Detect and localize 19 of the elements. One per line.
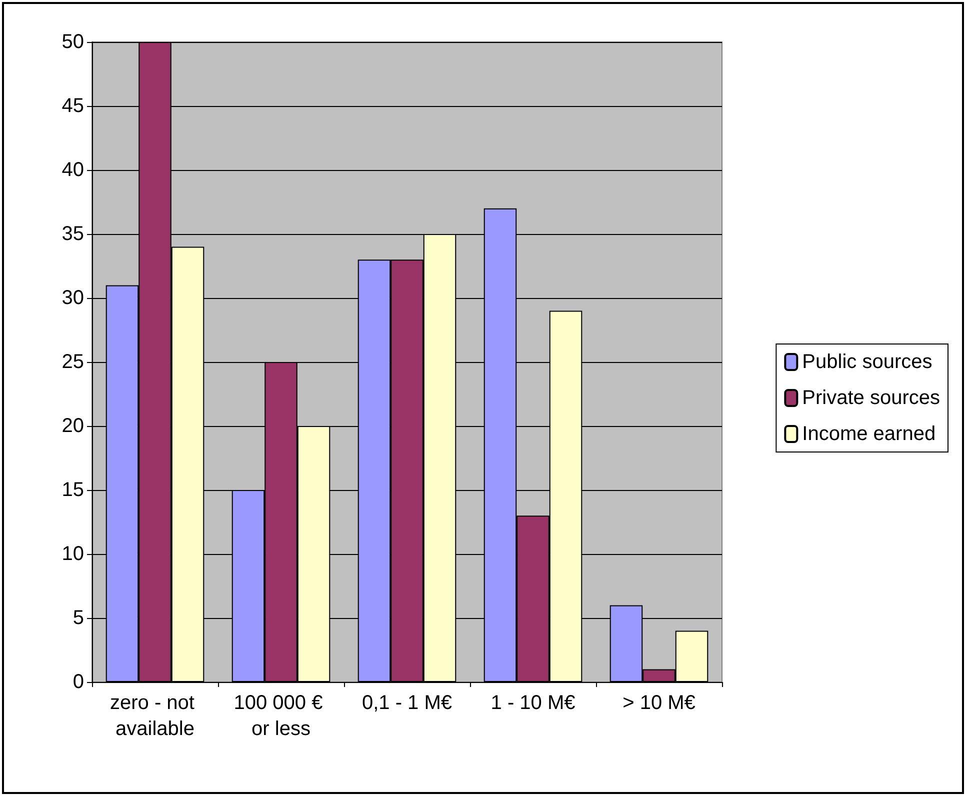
x-tick-label: 1 - 10 M€ bbox=[490, 692, 576, 714]
y-tick-label: 15 bbox=[62, 479, 84, 501]
x-tick-label: 0,1 - 1 M€ bbox=[362, 692, 452, 714]
y-tick-label: 30 bbox=[62, 287, 84, 309]
y-tick-label: 50 bbox=[62, 31, 84, 53]
y-tick-label: 20 bbox=[62, 415, 84, 437]
legend-label: Public sources bbox=[802, 351, 932, 373]
y-tick-label: 45 bbox=[62, 95, 84, 117]
x-tick-label: > 10 M€ bbox=[622, 692, 696, 714]
legend-label: Private sources bbox=[802, 387, 940, 409]
y-tick-label: 40 bbox=[62, 159, 84, 181]
y-tick-label: 0 bbox=[72, 671, 84, 693]
y-tick-label: 5 bbox=[72, 607, 84, 629]
y-tick-label: 25 bbox=[62, 351, 84, 373]
x-tick-label: zero - not available bbox=[110, 692, 200, 740]
x-tick-label: 100 000 € or less bbox=[234, 692, 328, 740]
y-tick-label: 35 bbox=[62, 223, 84, 245]
y-tick-label: 10 bbox=[62, 543, 84, 565]
legend-label: Income earned bbox=[802, 423, 936, 445]
